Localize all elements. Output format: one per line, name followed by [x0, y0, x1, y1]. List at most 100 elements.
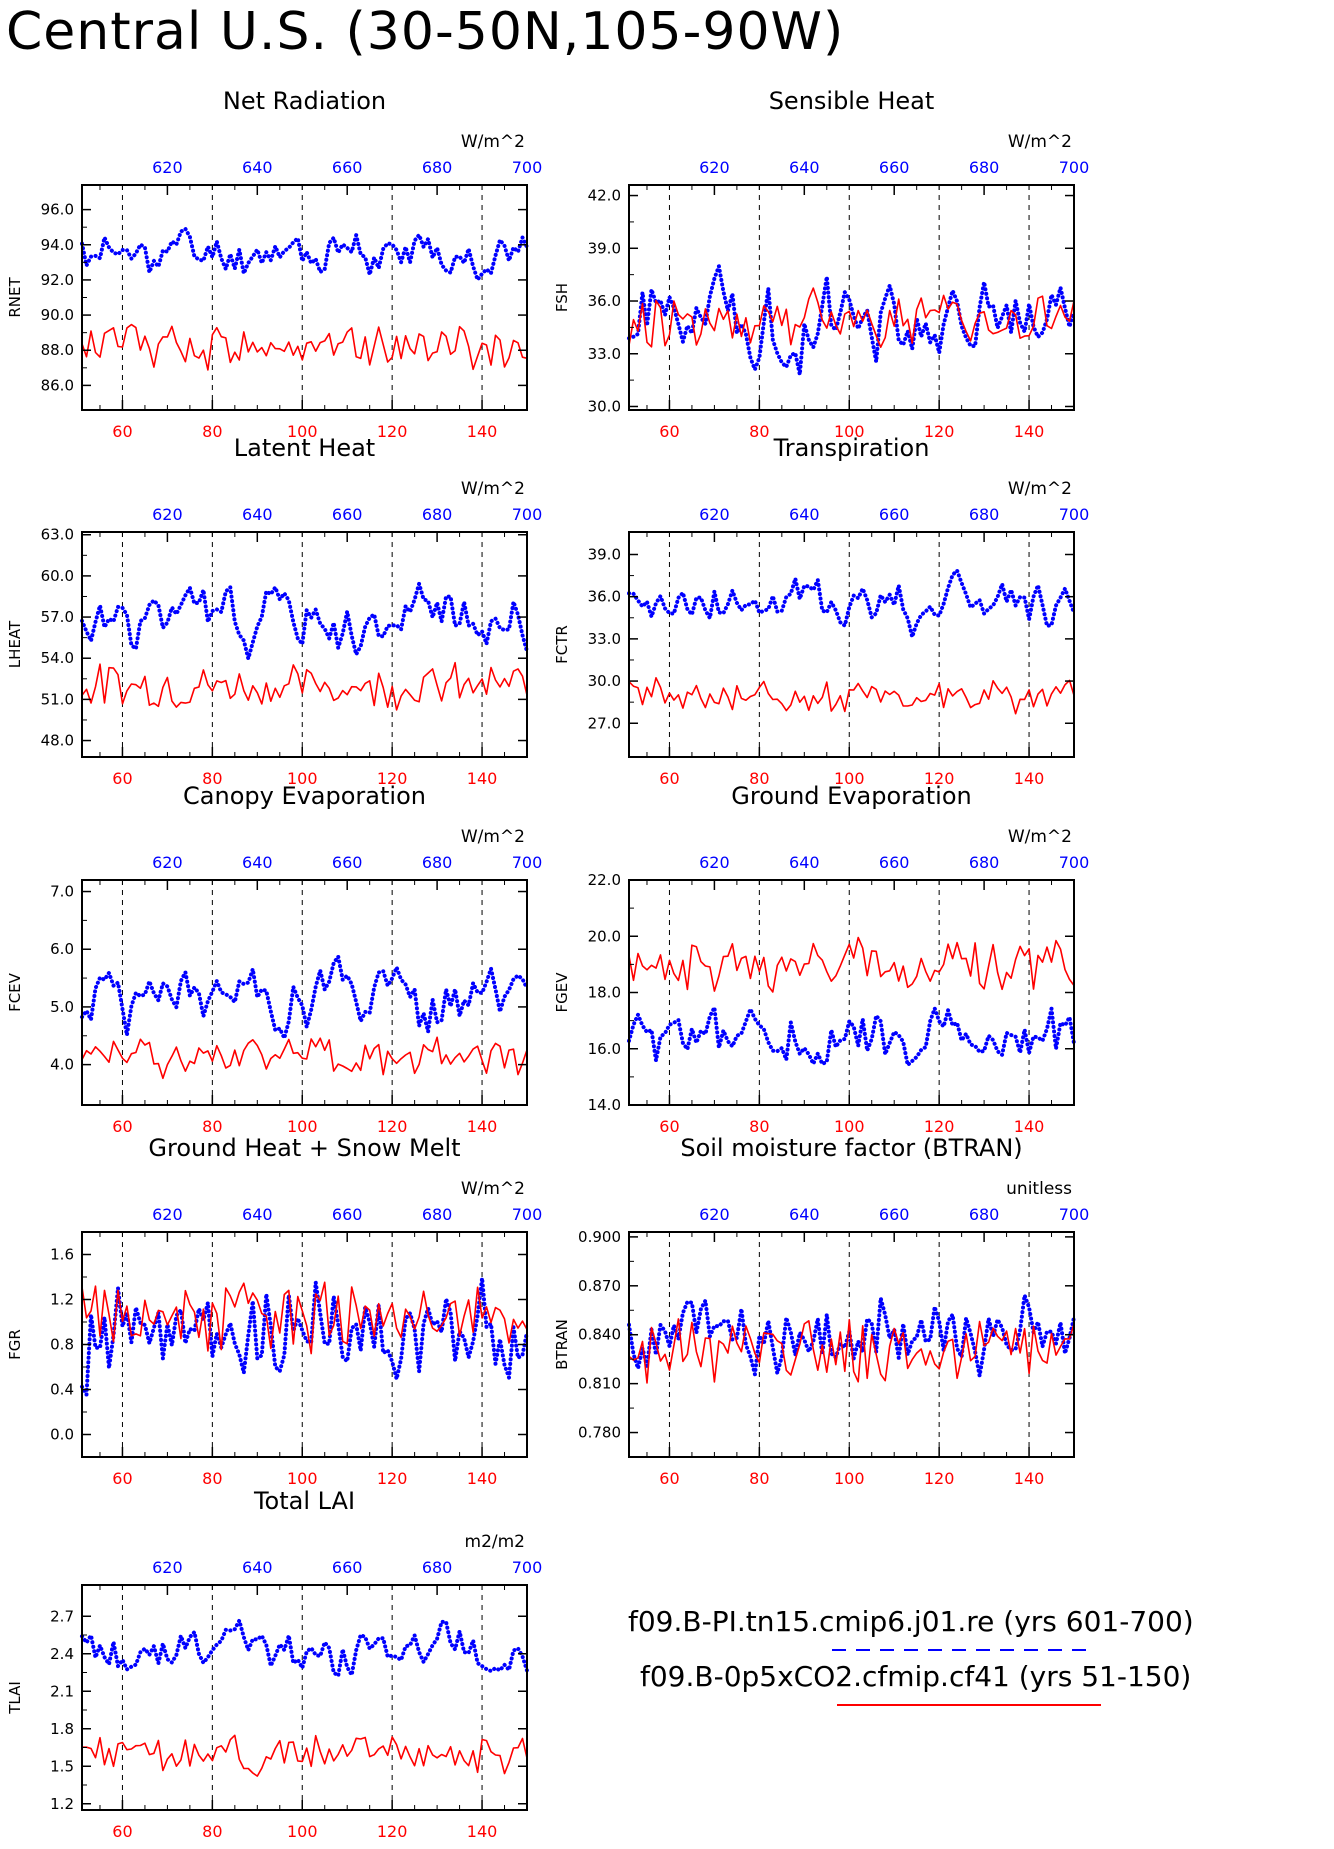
- y-axis-label: FCEV: [6, 972, 24, 1012]
- x-tick-label-top: 660: [879, 853, 910, 872]
- chart-title: Ground Heat + Snow Melt: [148, 1134, 460, 1162]
- y-tick-label: 1.5: [50, 1757, 74, 1775]
- series-line-case1: [80, 226, 529, 282]
- series-line-case1: [80, 581, 529, 661]
- x-tick-label-bottom: 140: [1014, 1117, 1045, 1136]
- x-tick-label-bottom: 60: [112, 1117, 132, 1136]
- x-tick-label-top: 680: [422, 853, 453, 872]
- x-tick-label-top: 660: [879, 158, 910, 177]
- x-tick-label-bottom: 120: [377, 769, 408, 788]
- x-tick-label-top: 680: [969, 505, 1000, 524]
- y-tick-label: 30.0: [588, 672, 621, 690]
- x-tick-label-top: 700: [1059, 1205, 1090, 1224]
- plot-frame: [81, 1584, 528, 1811]
- x-tick-label-top: 700: [1059, 158, 1090, 177]
- chart-panel-tlai: Total LAI m2/m2 TLAI 1.2 1.5 1.8 2.1 2.4 2.7 60 80…: [6, 1487, 542, 1841]
- x-tick-label-bottom: 140: [1014, 1469, 1045, 1488]
- series-line-case1: [80, 1276, 529, 1397]
- x-tick-label-bottom: 100: [287, 769, 318, 788]
- series-line-case1: [80, 954, 529, 1041]
- y-axis-label: BTRAN: [553, 1319, 571, 1370]
- y-tick-label: 7.0: [50, 883, 74, 901]
- y-tick-label: 30.0: [588, 397, 621, 415]
- x-tick-label-top: 620: [699, 158, 730, 177]
- y-tick-label: 0.8: [50, 1336, 74, 1354]
- plot-frame: [628, 879, 1075, 1106]
- legend-case1: f09.B-PI.tn15.cmip6.j01.re (yrs 601-700): [628, 1605, 1194, 1638]
- y-tick-label: 18.0: [588, 984, 621, 1002]
- x-tick-label-top: 660: [332, 853, 363, 872]
- y-tick-label: 0.870: [578, 1277, 621, 1295]
- legend-case1-years: (yrs 601-700): [1003, 1605, 1194, 1638]
- chart-panel-lheat: Latent Heat W/m^2 LHEAT 48.0 51.0 54.0 57.0 60.…: [6, 434, 542, 788]
- page-title: Central U.S. (30-50N,105-90W): [6, 2, 845, 62]
- chart-title: Net Radiation: [223, 87, 386, 115]
- legend-case2: f09.B-0p5xCO2.cfmip.cf41 (yrs 51-150): [640, 1660, 1191, 1693]
- x-tick-label-bottom: 60: [112, 422, 132, 441]
- y-tick-label: 0.840: [578, 1326, 621, 1344]
- x-tick-label-bottom: 100: [287, 422, 318, 441]
- y-tick-label: 36.0: [588, 292, 621, 310]
- x-tick-label-bottom: 120: [924, 769, 955, 788]
- y-tick-label: 0.810: [578, 1375, 621, 1393]
- y-tick-label: 4.0: [50, 1056, 74, 1074]
- plot-frame: [81, 1231, 528, 1458]
- x-tick-label-bottom: 80: [202, 769, 222, 788]
- y-tick-label: 88.0: [41, 341, 74, 359]
- x-tick-label-bottom: 80: [749, 1117, 769, 1136]
- x-tick-label-bottom: 100: [834, 422, 865, 441]
- chart-units: W/m^2: [461, 827, 525, 847]
- x-tick-label-top: 620: [699, 853, 730, 872]
- y-axis-label: FGEV: [553, 972, 571, 1013]
- x-tick-label-top: 680: [969, 1205, 1000, 1224]
- x-tick-label-top: 680: [969, 158, 1000, 177]
- legend-case2-name: f09.B-0p5xCO2.cfmip.cf41: [640, 1660, 1010, 1693]
- x-tick-label-bottom: 60: [659, 422, 679, 441]
- chart-title: Canopy Evaporation: [183, 782, 426, 810]
- y-axis-label: FGR: [6, 1329, 24, 1360]
- y-axis-label: FCTR: [553, 625, 571, 664]
- x-tick-label-bottom: 120: [924, 1469, 955, 1488]
- legend-case2-years: (yrs 51-150): [1018, 1660, 1192, 1693]
- y-tick-label: 54.0: [41, 649, 74, 667]
- x-tick-label-bottom: 140: [1014, 422, 1045, 441]
- x-tick-label-bottom: 60: [112, 1469, 132, 1488]
- x-tick-label-top: 680: [422, 158, 453, 177]
- chart-units: W/m^2: [1008, 479, 1072, 499]
- chart-units: W/m^2: [1008, 132, 1072, 152]
- chart-title: Total LAI: [253, 1487, 355, 1515]
- chart-panel-fcev: Canopy Evaporation W/m^2 FCEV 4.0 5.0 6.0 7.0 6…: [6, 782, 542, 1136]
- x-tick-label-bottom: 120: [924, 1117, 955, 1136]
- x-tick-label-top: 640: [242, 1558, 273, 1577]
- y-tick-label: 1.2: [50, 1291, 74, 1309]
- x-tick-label-top: 640: [789, 158, 820, 177]
- x-tick-label-top: 620: [699, 505, 730, 524]
- x-tick-label-bottom: 120: [924, 422, 955, 441]
- x-tick-label-top: 640: [789, 1205, 820, 1224]
- series-line-case2: [81, 1036, 528, 1080]
- x-tick-label-top: 700: [512, 853, 543, 872]
- y-tick-label: 2.7: [50, 1607, 74, 1625]
- chart-units: unitless: [1006, 1179, 1072, 1199]
- x-tick-label-top: 660: [332, 158, 363, 177]
- x-tick-label-top: 640: [789, 853, 820, 872]
- y-tick-label: 27.0: [588, 714, 621, 732]
- y-tick-label: 0.780: [578, 1424, 621, 1442]
- y-tick-label: 0.900: [578, 1228, 621, 1246]
- plot-frame: [81, 879, 528, 1106]
- y-tick-label: 6.0: [50, 940, 74, 958]
- plot-frame: [628, 531, 1075, 758]
- x-tick-label-bottom: 140: [467, 769, 498, 788]
- x-tick-label-bottom: 80: [749, 769, 769, 788]
- x-tick-label-top: 680: [422, 505, 453, 524]
- x-tick-label-bottom: 100: [834, 1469, 865, 1488]
- y-tick-label: 2.4: [50, 1645, 74, 1663]
- x-tick-label-top: 620: [152, 853, 183, 872]
- y-tick-label: 48.0: [41, 732, 74, 750]
- x-tick-label-bottom: 60: [659, 1469, 679, 1488]
- x-tick-label-top: 640: [242, 505, 273, 524]
- series-line-case1: [80, 1618, 529, 1678]
- x-tick-label-top: 700: [512, 1558, 543, 1577]
- x-tick-label-bottom: 100: [287, 1117, 318, 1136]
